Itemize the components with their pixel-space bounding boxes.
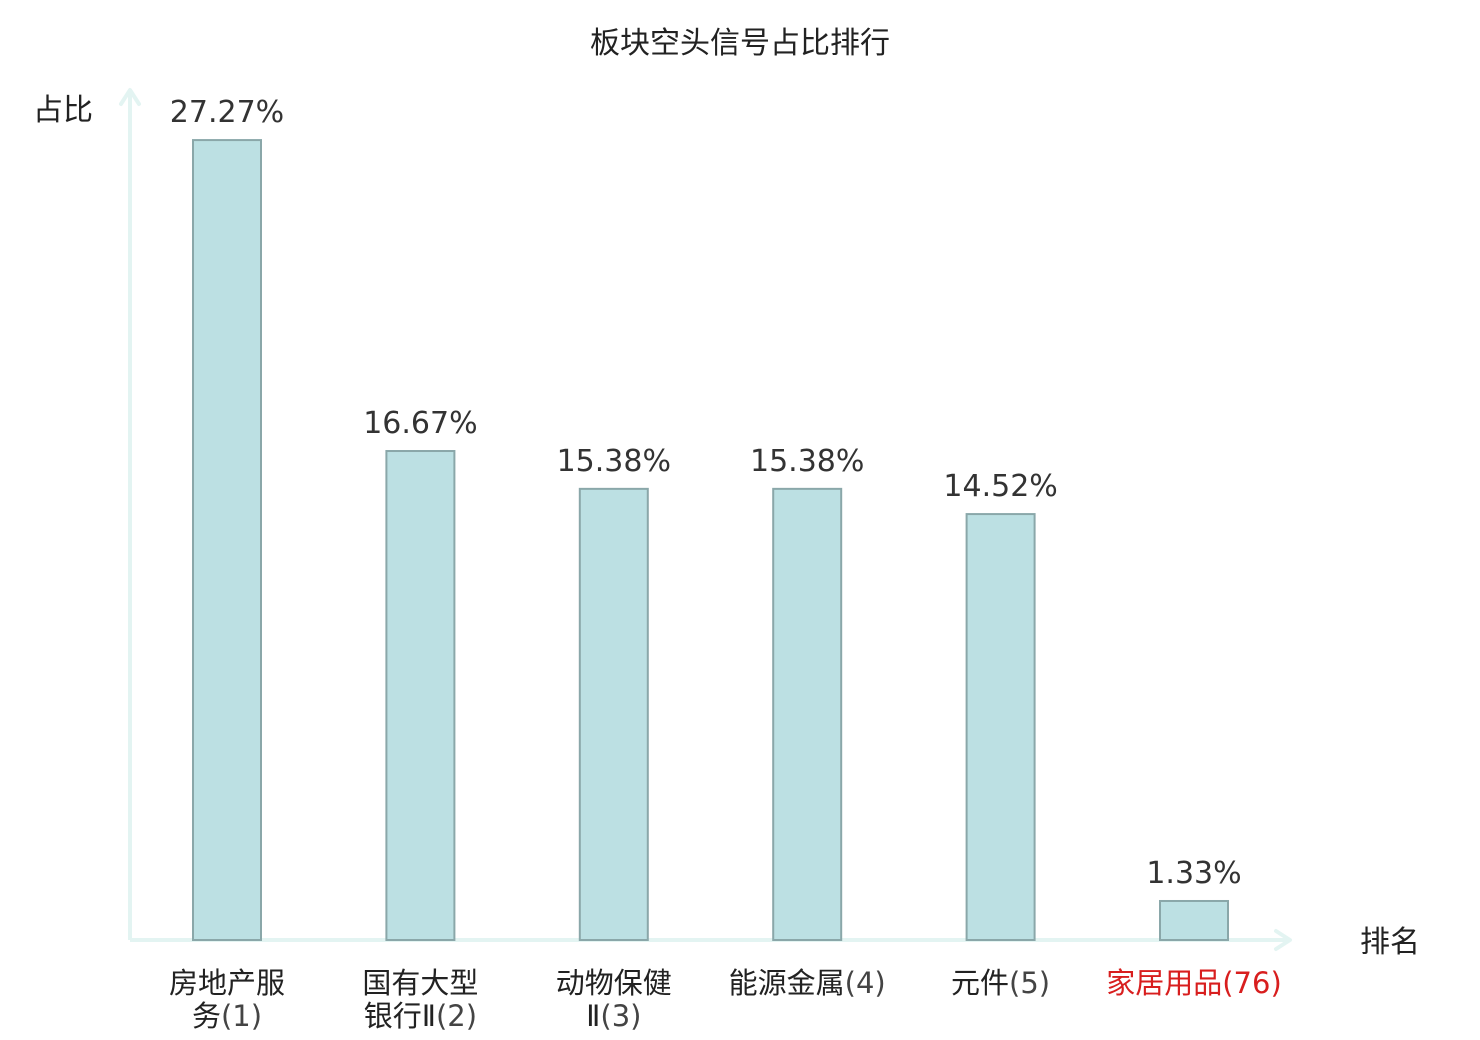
bar <box>1159 899 1229 942</box>
data-label: 15.38% <box>557 444 671 479</box>
x-tick-label: 元件(5) <box>951 966 1050 1000</box>
x-tick-label: 房地产服务(1) <box>169 966 285 1033</box>
category-labels-group: 房地产服务(1) 国有大型银行Ⅱ(2) 动物保健 Ⅱ(3) 能源金属(4) 元件(5) 家居… <box>169 966 1282 1033</box>
axes <box>119 88 1292 951</box>
x-tick-label: 动物保健 Ⅱ(3) <box>556 966 672 1033</box>
data-label: 14.52% <box>943 469 1057 504</box>
y-axis-arrow-icon <box>119 88 141 106</box>
data-label: 16.67% <box>363 406 477 441</box>
x-tick-label: 国有大型银行Ⅱ(2) <box>362 966 478 1033</box>
data-label: 27.27% <box>170 95 284 130</box>
bar <box>192 139 262 941</box>
x-tick-label: 能源金属(4) <box>729 966 886 1000</box>
data-label: 15.38% <box>750 444 864 479</box>
bars-group <box>192 139 1229 942</box>
value-labels-group: 27.27% 16.67% 15.38% 15.38% 14.52% 1.33% <box>170 95 1242 891</box>
x-tick-label: 家居用品(76) <box>1106 966 1282 1000</box>
bar <box>385 450 456 941</box>
chart-title: 板块空头信号占比排行 <box>590 26 890 61</box>
y-axis-label: 占比 <box>33 93 93 128</box>
data-label: 1.33% <box>1146 856 1241 891</box>
bar <box>965 513 1036 942</box>
x-axis-arrow-icon <box>1274 929 1292 951</box>
x-axis-label: 排名 <box>1360 925 1420 960</box>
bar <box>578 487 649 941</box>
bar <box>772 487 843 941</box>
